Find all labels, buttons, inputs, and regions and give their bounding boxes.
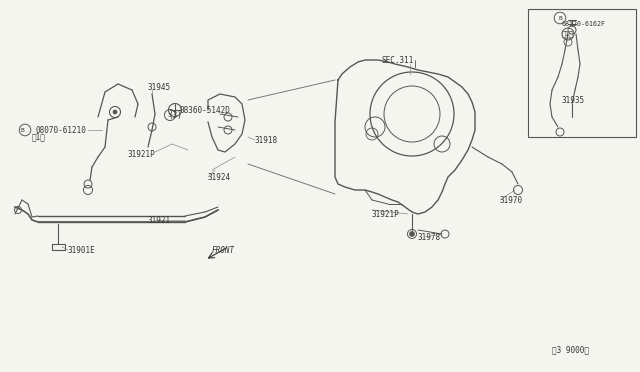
Text: 08120-6162F: 08120-6162F — [562, 21, 606, 27]
Text: B: B — [20, 128, 24, 132]
Text: 31901E: 31901E — [68, 246, 96, 254]
Text: ＜3 9000＞: ＜3 9000＞ — [552, 346, 589, 355]
Text: 31924: 31924 — [208, 173, 231, 182]
Text: 31921: 31921 — [148, 215, 171, 224]
Text: FRONT: FRONT — [212, 246, 235, 254]
Text: 31945: 31945 — [148, 83, 171, 92]
Text: 08360-5142D: 08360-5142D — [180, 106, 231, 115]
Text: 08070-61210: 08070-61210 — [35, 125, 86, 135]
Text: 31921P: 31921P — [372, 209, 400, 218]
Text: 31978: 31978 — [418, 232, 441, 241]
Text: B: B — [558, 16, 562, 20]
Text: 31935: 31935 — [562, 96, 585, 105]
Text: 3: 3 — [168, 112, 172, 118]
Text: 31918: 31918 — [255, 135, 278, 144]
Text: (3): (3) — [168, 110, 182, 119]
Bar — [528, 9, 636, 137]
Text: （1）: （1） — [562, 31, 574, 37]
Text: 31921P: 31921P — [128, 150, 156, 158]
Circle shape — [113, 110, 117, 114]
Text: SEC.311: SEC.311 — [382, 55, 414, 64]
Circle shape — [410, 231, 415, 237]
Text: 31970: 31970 — [500, 196, 523, 205]
Text: （1）: （1） — [32, 132, 46, 141]
